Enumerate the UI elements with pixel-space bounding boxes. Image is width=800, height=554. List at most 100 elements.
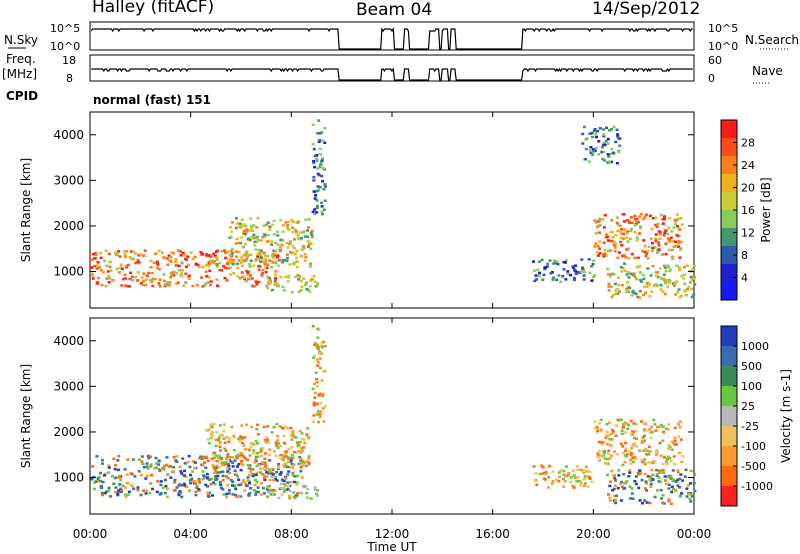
data-cell [255, 226, 259, 229]
data-cell [610, 295, 614, 299]
data-cell [156, 263, 160, 266]
data-cell [169, 271, 173, 275]
data-cell [298, 231, 302, 234]
data-cell [634, 222, 638, 225]
data-cell [218, 480, 222, 484]
data-cell [322, 188, 326, 191]
x-axis-ticks: 00:00 04:00 08:00 12:00 16:00 20:00 00:00 [73, 112, 711, 541]
data-cell [275, 439, 279, 443]
data-cell [256, 490, 260, 494]
data-cell [663, 231, 667, 235]
data-cell [627, 276, 631, 279]
data-cell [239, 495, 242, 498]
data-cell [275, 230, 279, 234]
data-cell [540, 258, 544, 262]
data-cell [255, 471, 259, 475]
data-cell [148, 491, 152, 495]
data-cell [606, 267, 610, 271]
data-cell [97, 475, 101, 479]
data-cell [112, 457, 116, 461]
data-cell [603, 143, 607, 147]
data-cell [613, 477, 617, 480]
data-cell [262, 224, 266, 227]
data-cell [321, 157, 324, 160]
data-cell [631, 433, 635, 436]
data-cell [272, 425, 276, 429]
data-cell [271, 252, 275, 256]
data-cell [270, 243, 274, 246]
data-cell [686, 484, 690, 487]
data-cell [296, 474, 300, 478]
data-cell [648, 428, 652, 431]
data-cell [583, 482, 587, 485]
data-cell [627, 423, 630, 427]
data-cell [313, 396, 317, 399]
data-cell [315, 378, 319, 381]
data-cell [249, 441, 253, 445]
data-cell [118, 255, 122, 258]
data-cell [209, 482, 213, 486]
data-cell [105, 277, 109, 280]
data-cell [305, 433, 309, 436]
data-cell [666, 285, 670, 288]
data-cell [661, 439, 665, 442]
data-cell [607, 449, 611, 452]
data-cell [605, 126, 608, 129]
data-cell [217, 465, 221, 469]
data-cell [320, 341, 324, 345]
data-cell [318, 366, 322, 370]
data-cell [121, 277, 125, 281]
data-cell [615, 221, 619, 225]
data-cell [167, 254, 171, 257]
data-cell [640, 441, 644, 444]
data-cell [256, 442, 260, 445]
data-cell [538, 271, 542, 275]
data-cell [552, 259, 556, 262]
data-cell [276, 234, 280, 237]
data-cell [241, 264, 245, 268]
data-cell [299, 466, 303, 469]
data-cell [165, 281, 169, 284]
data-cell [263, 235, 267, 238]
data-cell [634, 423, 638, 426]
data-cell [316, 336, 320, 339]
data-cell [605, 458, 609, 461]
data-cell [633, 456, 637, 459]
data-cell [620, 429, 624, 432]
data-cell [169, 260, 173, 263]
data-cell [318, 352, 322, 355]
data-cell [612, 125, 616, 129]
data-cell [649, 461, 653, 464]
data-cell [571, 266, 575, 269]
power-ylabel: Slant Range [km] [19, 158, 33, 262]
data-cell [274, 454, 278, 458]
data-cell [298, 440, 302, 444]
data-cell [268, 470, 271, 473]
ytick-label: 2000 [53, 219, 84, 233]
data-cell [662, 456, 666, 459]
data-cell [252, 449, 256, 452]
data-cell [602, 226, 606, 229]
data-cell [312, 161, 316, 165]
data-cell [626, 271, 630, 274]
data-cell [674, 222, 677, 226]
data-cell [673, 426, 677, 430]
data-cell [104, 284, 108, 288]
data-cell [230, 456, 234, 459]
data-cell [226, 462, 230, 466]
data-cell [306, 435, 310, 438]
data-cell [107, 466, 111, 469]
data-cell [136, 260, 140, 264]
data-cell [583, 475, 587, 478]
data-cell [231, 258, 235, 262]
data-cell [320, 159, 324, 162]
data-cell [675, 443, 679, 446]
data-cell [222, 423, 226, 426]
data-cell [664, 427, 668, 430]
data-cell [250, 468, 254, 471]
data-cell [115, 267, 119, 271]
data-cell [661, 290, 665, 293]
data-cell [532, 260, 535, 263]
data-cell [180, 472, 184, 475]
data-cell [566, 270, 570, 273]
